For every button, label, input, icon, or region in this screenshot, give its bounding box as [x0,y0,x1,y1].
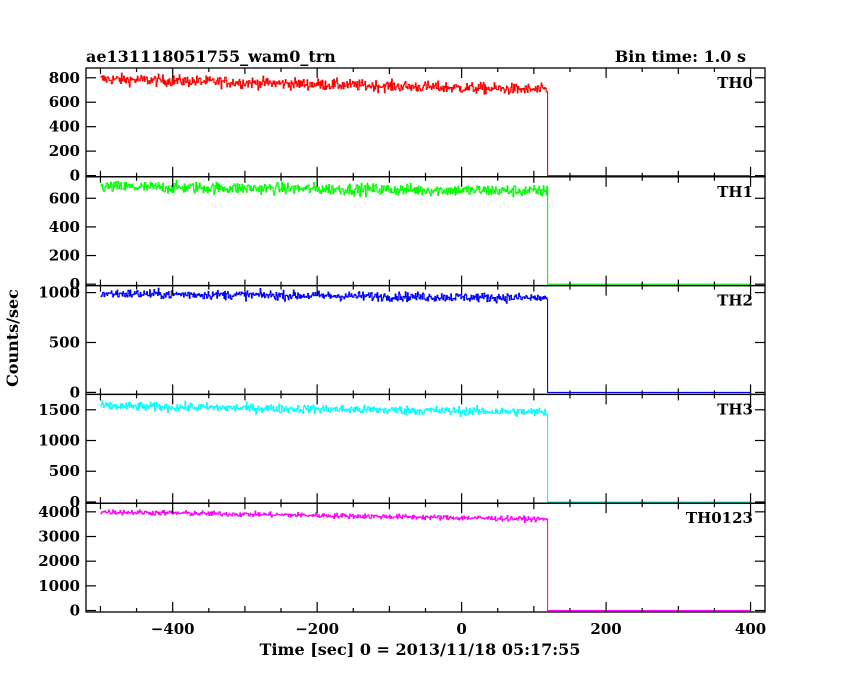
y-tick-label: 3000 [38,528,80,546]
x-tick-label: 400 [735,620,766,638]
y-tick-label: 400 [49,218,80,236]
series-line-th3 [100,400,751,503]
y-tick-label: 1000 [38,284,80,302]
y-axis-title: Counts/sec [3,289,22,387]
y-tick-label: 400 [49,118,80,136]
y-tick-label: 600 [49,189,80,207]
x-tick-label: 0 [456,620,466,638]
panels: 0 200 400 600 800 TH0 0 200 400 600 TH1 0 500 1000 TH2… [38,67,766,620]
y-tick-label: 0 [70,602,80,620]
y-tick-label: 0 [70,493,80,511]
panel-th3: 0 500 1000 1500 TH3 [38,393,766,511]
x-tick-label: 200 [590,620,621,638]
bin-time-label: Bin time: 1.0 s [615,47,746,66]
x-axis: −400 −200 0 200 400 [151,620,766,638]
y-tick-label: 1000 [38,432,80,450]
chart-title: ae131118051755_wam0_trn [86,47,336,66]
y-tick-label: 2000 [38,552,80,570]
y-tick-label: 0 [70,167,80,185]
y-tick-label: 500 [49,462,80,480]
y-tick-label: 500 [49,333,80,351]
series-line-th0123 [100,509,751,612]
series-label-th3: TH3 [717,400,753,418]
y-tick-label: 1000 [38,577,80,595]
y-tick-label: 600 [49,93,80,111]
series-label-th2: TH2 [717,292,753,310]
series-label-th0123: TH0123 [686,509,753,527]
series-line-th0 [100,72,751,177]
panel-th2: 0 500 1000 TH2 [38,284,766,401]
series-line-th2 [100,287,751,393]
series-line-th1 [100,179,751,285]
y-tick-label: 4000 [38,503,80,521]
panel-th0: 0 200 400 600 800 TH0 [49,67,766,185]
series-label-th1: TH1 [717,183,753,201]
series-label-th0: TH0 [717,74,753,92]
y-tick-label: 1500 [38,401,80,419]
x-tick-label: −200 [295,620,339,638]
y-tick-label: 0 [70,275,80,293]
panel-th0123: 0 1000 2000 3000 4000 TH0123 [38,502,766,620]
x-axis-title: Time [sec] 0 = 2013/11/18 05:17:55 [260,640,581,659]
panel-th1: 0 200 400 600 TH1 [49,176,766,293]
x-tick-label: −400 [151,620,195,638]
panel-frame [85,284,766,396]
y-tick-label: 200 [49,247,80,265]
y-tick-label: 0 [70,383,80,401]
y-tick-label: 800 [49,69,80,87]
y-tick-label: 200 [49,142,80,160]
